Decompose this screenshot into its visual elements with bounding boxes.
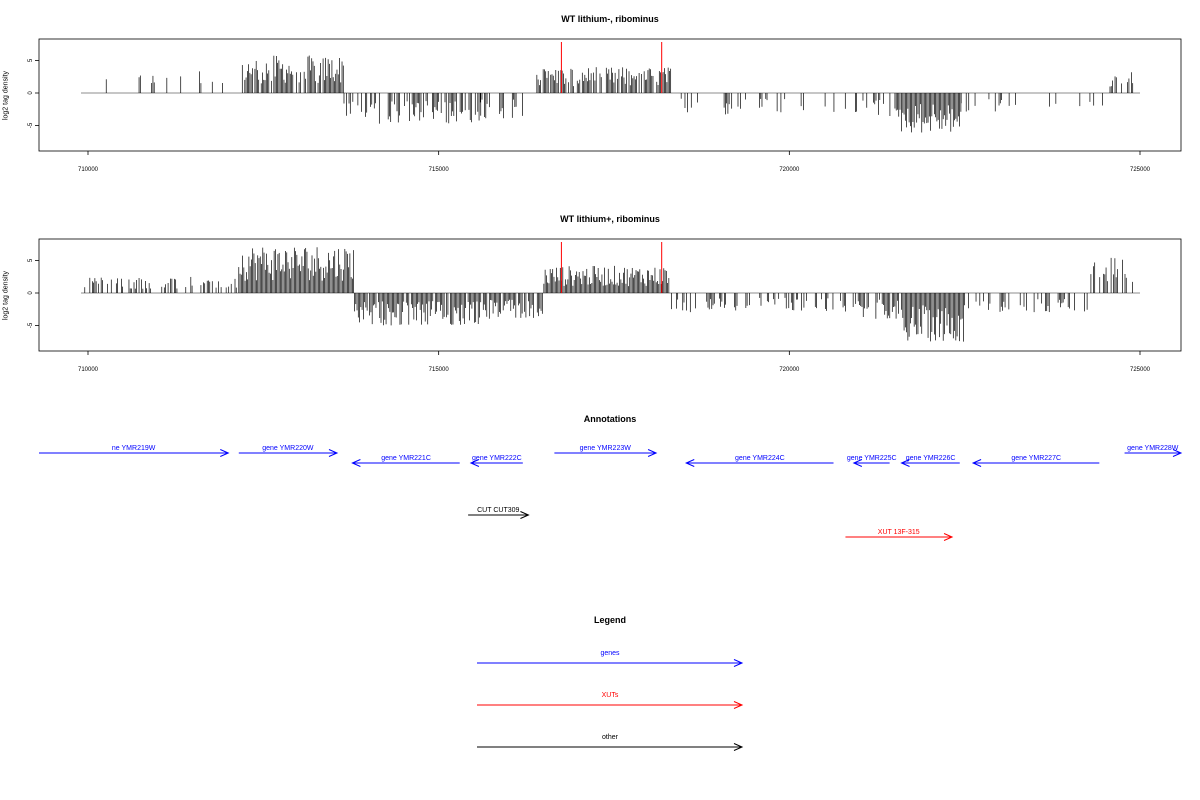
legend-arrowhead <box>733 659 744 667</box>
panel-1-ytick-label: -5 <box>28 122 34 128</box>
panel-1-frame <box>38 38 1182 152</box>
legend-label: XUTs <box>602 692 619 699</box>
legend-arrowhead <box>733 743 744 751</box>
panel-1-title: WT lithium-, ribominus <box>561 14 659 24</box>
annotation-arrowhead <box>684 459 695 467</box>
annotation-arrowhead <box>1172 449 1183 457</box>
panel-2-frame <box>38 238 1182 352</box>
annotation-arrowhead <box>469 459 480 467</box>
annotation-arrowhead <box>943 533 954 541</box>
annotation-arrowhead <box>520 511 530 519</box>
annotation-arrowhead <box>900 459 910 467</box>
panel-1-xtick-label: 720000 <box>779 167 800 173</box>
annotation-arrowhead <box>220 449 230 457</box>
annotation-label: gene YMR222C <box>472 455 522 462</box>
annotation-arrowhead <box>647 449 658 457</box>
panel-2-ytick-label: -5 <box>28 322 34 328</box>
legend-arrowhead <box>733 701 744 709</box>
panel-2-xtick-label: 720000 <box>779 367 800 373</box>
annotation-label: XUT 13F-315 <box>878 529 920 536</box>
annotation-arrowhead <box>971 459 982 467</box>
panel-1-xtick-label: 715000 <box>429 167 450 173</box>
annotation-label: gene YMR226C <box>906 455 956 462</box>
annotation-label: gene YMR220W <box>262 445 314 452</box>
panel-2-xtick-label: 715000 <box>429 367 450 373</box>
annotation-label: gene YMR224C <box>735 455 785 462</box>
panel-2-title: WT lithium+, ribominus <box>560 214 660 224</box>
panel-2-xtick-label: 710000 <box>78 367 99 373</box>
annotation-label: gene YMR221C <box>381 455 431 462</box>
annotation-label: gene YMR228W <box>1127 445 1179 452</box>
annotations-title: Annotations <box>583 414 637 424</box>
annotation-label: CUT CUT309 <box>477 507 519 514</box>
annotation-label: gene YMR223W <box>580 445 632 452</box>
annotation-label: ne YMR219W <box>112 445 156 452</box>
panel-2-xtick-label: 725000 <box>1130 367 1151 373</box>
panel-1-xtick-label: 725000 <box>1130 167 1151 173</box>
annotation-arrowhead <box>351 459 361 467</box>
legend-label: genes <box>600 650 620 657</box>
annotation-label: gene YMR227C <box>1011 455 1061 462</box>
annotation-arrowhead <box>328 449 339 457</box>
panel-2-ytick-label: 0 <box>28 291 34 295</box>
panel-1-ytick-label: 5 <box>28 58 34 62</box>
panel-1-xtick-label: 710000 <box>78 167 99 173</box>
panel-2-ytick-label: 5 <box>28 258 34 262</box>
annotation-arrowhead <box>852 459 863 467</box>
panel-1-ytick-label: 0 <box>28 91 34 95</box>
legend-label: other <box>602 734 619 741</box>
annotation-label: gene YMR225C <box>847 455 897 462</box>
legend-title: Legend <box>593 615 626 625</box>
